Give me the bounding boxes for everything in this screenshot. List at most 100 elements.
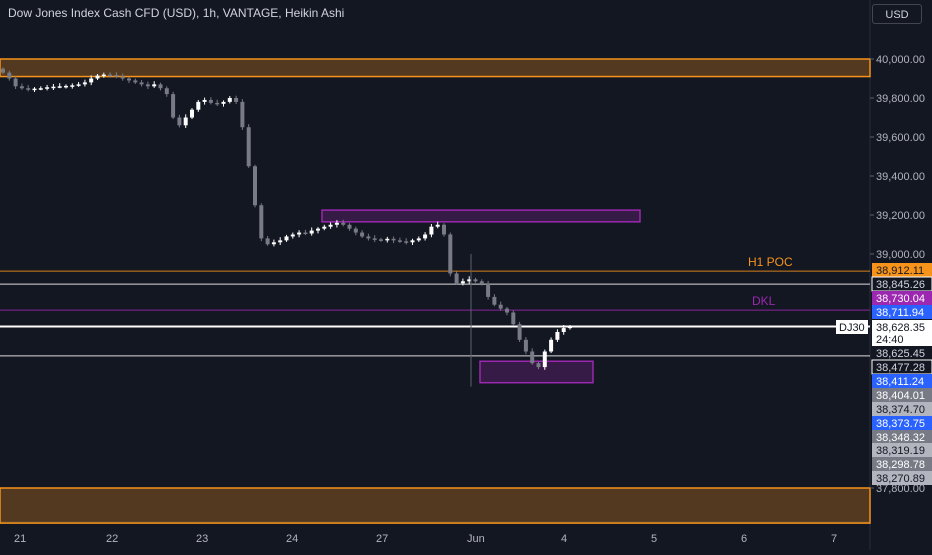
price-tag: 38,912.11 bbox=[872, 263, 932, 277]
y-tick-label: 39,600.00 bbox=[876, 132, 925, 144]
price-tag: 38,319.19 bbox=[872, 443, 932, 457]
candle-body bbox=[353, 228, 358, 233]
candle-body bbox=[486, 283, 491, 297]
candle-body bbox=[114, 74, 119, 77]
candle-body bbox=[479, 281, 484, 284]
candle-body bbox=[164, 88, 169, 95]
candle-body bbox=[467, 279, 472, 282]
candle-body bbox=[568, 326, 572, 329]
price-tag-bg bbox=[872, 471, 932, 485]
candle-body bbox=[127, 78, 131, 81]
candle-body bbox=[240, 101, 245, 128]
price-tag-bg bbox=[872, 443, 932, 457]
price-tag-label: 38,845.26 bbox=[876, 279, 925, 291]
price-tag: 38,348.32 bbox=[872, 430, 932, 444]
price-tag-bg bbox=[872, 430, 932, 444]
price-tag-label: 38,625.45 bbox=[876, 348, 925, 360]
candle-body bbox=[536, 363, 541, 368]
x-tick-label: 5 bbox=[651, 533, 657, 545]
candle-body bbox=[542, 351, 547, 368]
candle-body bbox=[120, 76, 125, 79]
candle-body bbox=[221, 101, 226, 104]
level-label-h1-poc: H1 POC bbox=[748, 255, 793, 269]
x-tick-label: 27 bbox=[376, 533, 388, 545]
x-tick-label: 6 bbox=[741, 533, 747, 545]
candle-body bbox=[334, 222, 339, 225]
zone-supply-0 bbox=[0, 58, 871, 78]
candle-body bbox=[561, 328, 566, 332]
price-tag-bg bbox=[872, 263, 932, 277]
candle-body bbox=[101, 74, 106, 77]
candle-body bbox=[448, 234, 453, 274]
y-tick-label: 39,000.00 bbox=[876, 249, 925, 261]
candle-body bbox=[511, 312, 516, 325]
x-tick-label: 24 bbox=[286, 533, 298, 545]
price-tag-label: 38,404.01 bbox=[876, 390, 925, 402]
candle-body bbox=[57, 86, 62, 88]
candle-body bbox=[202, 99, 207, 102]
candle-body bbox=[549, 339, 554, 352]
zone-purple-box-2 bbox=[321, 209, 641, 223]
currency-button[interactable]: USD bbox=[872, 4, 922, 24]
candle-body bbox=[95, 75, 100, 79]
candle-body bbox=[391, 238, 396, 241]
candle-body bbox=[416, 238, 421, 241]
x-tick-label: 23 bbox=[196, 533, 208, 545]
candle-body bbox=[290, 234, 295, 237]
price-tag-bg bbox=[872, 305, 932, 319]
price-tag: 38,845.26 bbox=[871, 276, 932, 292]
candle-body bbox=[7, 72, 12, 79]
candle-body bbox=[442, 224, 446, 235]
candle-body bbox=[284, 236, 289, 241]
level-label-dkl: DKL bbox=[752, 294, 776, 308]
zone-demand-1 bbox=[0, 487, 871, 524]
y-tick-label: 39,400.00 bbox=[876, 171, 925, 183]
candle-body bbox=[341, 222, 346, 225]
candle-body bbox=[152, 84, 157, 87]
y-tick-label: 39,800.00 bbox=[876, 93, 925, 105]
candle-body bbox=[177, 117, 182, 126]
candle-body bbox=[454, 273, 459, 284]
candle-body bbox=[303, 232, 308, 235]
candle-body bbox=[38, 88, 43, 90]
y-tick-label: 39,200.00 bbox=[876, 210, 925, 222]
candle-body bbox=[372, 238, 377, 240]
price-tag-label: 38,374.70 bbox=[876, 404, 925, 416]
price-tag-bg bbox=[872, 416, 932, 430]
price-tag-bg bbox=[872, 320, 932, 346]
candle-body bbox=[271, 242, 276, 245]
candle-body bbox=[234, 98, 239, 102]
candle-body bbox=[379, 239, 383, 241]
price-tag-label: 38,477.28 bbox=[876, 362, 925, 374]
candle-body bbox=[278, 240, 283, 243]
x-tick-label: 21 bbox=[14, 533, 26, 545]
price-tag-label: 38,319.19 bbox=[876, 445, 925, 457]
candle-body bbox=[423, 234, 428, 239]
candle-body bbox=[473, 279, 478, 282]
candle-body bbox=[253, 166, 257, 206]
price-tag-label: 38,348.32 bbox=[876, 432, 925, 444]
candle-body bbox=[492, 296, 497, 305]
candle-body bbox=[89, 78, 94, 83]
x-tick-label: Jun bbox=[467, 533, 485, 545]
price-tag-countdown: 24:40 bbox=[876, 334, 904, 346]
price-tag: 38,477.28 bbox=[871, 359, 932, 375]
candle-body bbox=[297, 232, 302, 235]
y-tick-label: 37,800.00 bbox=[876, 483, 925, 495]
candle-body bbox=[316, 228, 320, 231]
candle-body bbox=[158, 84, 163, 89]
candle-body bbox=[410, 240, 415, 243]
candle-body bbox=[51, 86, 56, 89]
x-tick-label: 4 bbox=[561, 533, 567, 545]
candle-body bbox=[360, 232, 365, 237]
price-tag: 38,730.04 bbox=[872, 291, 932, 305]
candle-body bbox=[26, 88, 31, 90]
price-tag: 38,711.94 bbox=[872, 305, 932, 319]
candle-body bbox=[397, 240, 402, 242]
price-tag: 38,625.45 bbox=[872, 346, 932, 360]
price-tag-label: 38,711.94 bbox=[876, 307, 924, 319]
candle-body bbox=[322, 226, 327, 229]
